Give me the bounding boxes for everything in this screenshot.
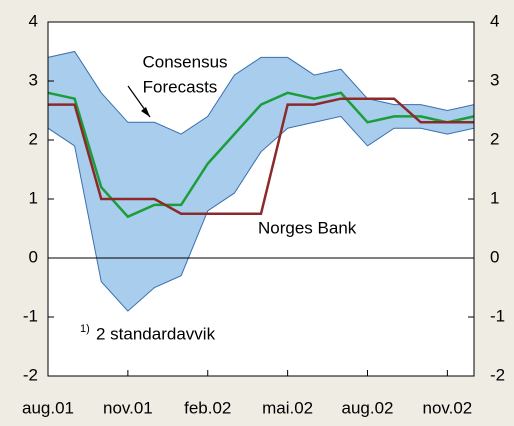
- y2-tick-label: 3: [490, 70, 499, 89]
- x-tick-label: aug.02: [342, 398, 394, 417]
- y2-tick-label: 4: [490, 11, 499, 30]
- x-tick-label: nov.02: [422, 398, 472, 417]
- arrow-head: [141, 107, 150, 117]
- y-tick-label: 2: [29, 129, 38, 148]
- annotation: Consensus: [142, 52, 227, 71]
- y-tick-label: 3: [29, 70, 38, 89]
- y-tick-label: -2: [23, 365, 38, 384]
- series-line: [47, 91, 475, 219]
- y-tick-label: 1: [29, 188, 38, 207]
- y2-tick-label: -1: [490, 306, 505, 325]
- y2-tick-label: 0: [490, 247, 499, 266]
- y2-tick-label: 2: [490, 129, 499, 148]
- y-tick-label: 4: [29, 11, 38, 30]
- x-tick-label: feb.02: [184, 398, 231, 417]
- y-tick-label: -1: [23, 306, 38, 325]
- x-tick-label: mai.02: [262, 398, 313, 417]
- footnote: 2 standardavvik: [96, 324, 216, 343]
- footnote-mark: 1): [80, 323, 90, 335]
- annotation: Forecasts: [143, 77, 218, 96]
- y2-tick-label: -2: [490, 365, 505, 384]
- y-tick-label: 0: [29, 247, 38, 266]
- x-tick-label: nov.01: [103, 398, 153, 417]
- annotation: Norges Bank: [258, 218, 357, 237]
- x-tick-label: aug.01: [22, 398, 74, 417]
- series-line: [48, 97, 474, 215]
- y2-tick-label: 1: [490, 188, 499, 207]
